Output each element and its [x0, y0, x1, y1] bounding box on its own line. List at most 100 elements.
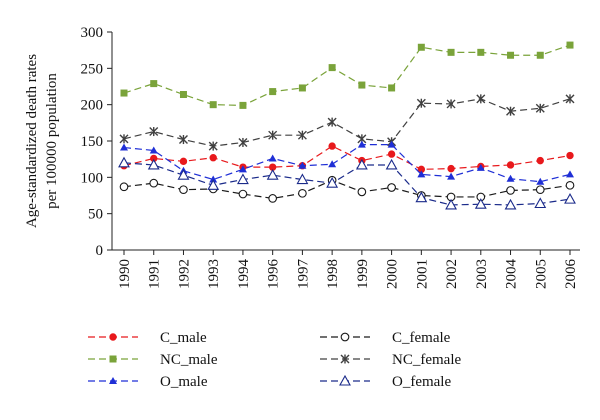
legend-marker [340, 332, 350, 342]
data-point-o-male [149, 146, 158, 154]
series-line-nc-female [123, 98, 571, 147]
legend-label: C_male [160, 330, 207, 346]
series-nc-female [119, 94, 575, 151]
data-point-o-female [445, 198, 458, 210]
data-point-nc-female [119, 134, 129, 144]
legend-item-c-female: C_female [320, 330, 451, 346]
data-point-c-female [535, 185, 545, 195]
series-o-male [120, 140, 574, 185]
x-tick-label: 2003 [474, 259, 490, 289]
data-point-o-male [506, 174, 515, 182]
series-o-female [118, 156, 576, 210]
series-c-female [119, 175, 575, 203]
data-point-o-male [476, 163, 485, 171]
data-point-o-male [209, 175, 218, 183]
data-point-nc-female [208, 141, 218, 151]
data-point-c-male [328, 142, 336, 150]
y-tick-label: 300 [81, 25, 104, 41]
y-tick-label: 50 [88, 207, 103, 223]
legend-marker [339, 374, 351, 386]
y-tick-label: 0 [96, 243, 104, 259]
data-point-o-female [207, 179, 220, 190]
data-point-o-male [566, 170, 574, 178]
data-point-o-female [177, 169, 190, 180]
data-point-o-female [296, 173, 309, 185]
data-point-o-male [238, 165, 247, 173]
data-point-c-male [506, 161, 515, 169]
x-tick-label: 1994 [236, 259, 252, 290]
data-point-c-female [506, 186, 515, 195]
data-point-c-female [387, 183, 396, 192]
data-point-nc-male [269, 88, 277, 96]
data-point-o-female [266, 169, 279, 180]
data-point-nc-female [297, 130, 307, 140]
data-point-o-female [474, 198, 487, 209]
data-point-nc-male [239, 101, 247, 109]
x-tick-label: 1998 [325, 259, 341, 289]
data-point-nc-male [179, 90, 187, 98]
series-line-c-male [123, 145, 571, 170]
data-point-nc-female [268, 130, 278, 140]
x-tick-label: 1990 [117, 259, 133, 289]
series-c-male [120, 142, 574, 174]
legend-label: O_male [160, 374, 208, 390]
data-point-o-female [534, 197, 547, 209]
data-point-nc-male [328, 64, 336, 72]
data-point-o-male [536, 177, 545, 185]
legend-item-nc-female: NC_female [320, 352, 461, 368]
data-point-nc-female [149, 127, 159, 137]
x-tick-label: 2005 [533, 259, 549, 289]
data-point-nc-male [566, 41, 574, 49]
data-point-nc-female [178, 135, 188, 145]
data-point-c-male [209, 154, 217, 162]
x-tick-label: 2004 [504, 259, 520, 290]
data-point-nc-male [388, 84, 396, 92]
data-point-nc-male [298, 84, 306, 92]
data-point-c-male [447, 164, 455, 173]
data-point-o-female [415, 191, 428, 203]
x-tick-label: 1996 [266, 259, 282, 290]
data-point-c-female [357, 187, 367, 197]
data-point-o-male [447, 172, 456, 180]
legend-marker [109, 377, 117, 384]
data-point-nc-male [120, 89, 128, 97]
data-point-nc-female [565, 94, 575, 104]
y-tick-label: 200 [81, 98, 104, 114]
legend-item-o-male: O_male [88, 374, 208, 390]
series-nc-male [120, 41, 574, 109]
series-line-c-female [123, 179, 571, 200]
x-tick-label: 2001 [414, 259, 430, 289]
data-point-c-female [268, 194, 278, 203]
data-point-o-male [298, 161, 307, 169]
data-point-c-female [149, 178, 159, 188]
legend-item-c-male: C_male [88, 330, 207, 346]
data-point-nc-female [238, 137, 248, 147]
data-point-nc-male [507, 51, 515, 59]
data-point-nc-male [536, 51, 544, 59]
data-point-nc-male [417, 43, 425, 51]
y-axis-title: per 100000 population [44, 73, 60, 209]
x-tick-label: 1997 [295, 259, 311, 290]
data-point-nc-female [327, 117, 337, 127]
data-point-nc-male [447, 48, 455, 56]
data-point-o-female [326, 177, 339, 188]
data-point-c-female [119, 182, 129, 192]
data-point-c-female [238, 189, 248, 199]
data-point-nc-male [209, 101, 217, 109]
data-point-o-female [236, 173, 249, 185]
y-tick-label: 100 [81, 170, 104, 186]
y-axis-title: Age-standardized death rates [24, 54, 40, 228]
series-line-o-male [123, 144, 571, 183]
legend-marker [109, 355, 117, 363]
data-point-o-male [417, 170, 426, 178]
axes: 0 50 100 150 200 250 300 1990 1991 1992 1993 1994 19… [24, 25, 580, 289]
legend-label: C_female [392, 330, 451, 346]
data-point-nc-female [506, 106, 516, 116]
series-line-nc-male [123, 44, 571, 106]
data-point-c-female [298, 188, 307, 198]
x-tick-label: 1992 [176, 259, 192, 289]
data-point-nc-female [476, 94, 486, 104]
data-point-o-male [328, 160, 337, 168]
data-point-c-male [536, 156, 544, 165]
